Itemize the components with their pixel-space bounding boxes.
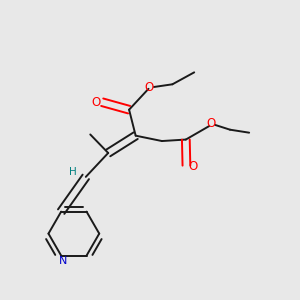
Text: O: O [92,96,101,109]
Text: N: N [58,256,67,266]
Text: H: H [69,167,77,176]
Text: O: O [145,81,154,94]
Text: O: O [188,160,198,172]
Text: O: O [206,117,215,130]
